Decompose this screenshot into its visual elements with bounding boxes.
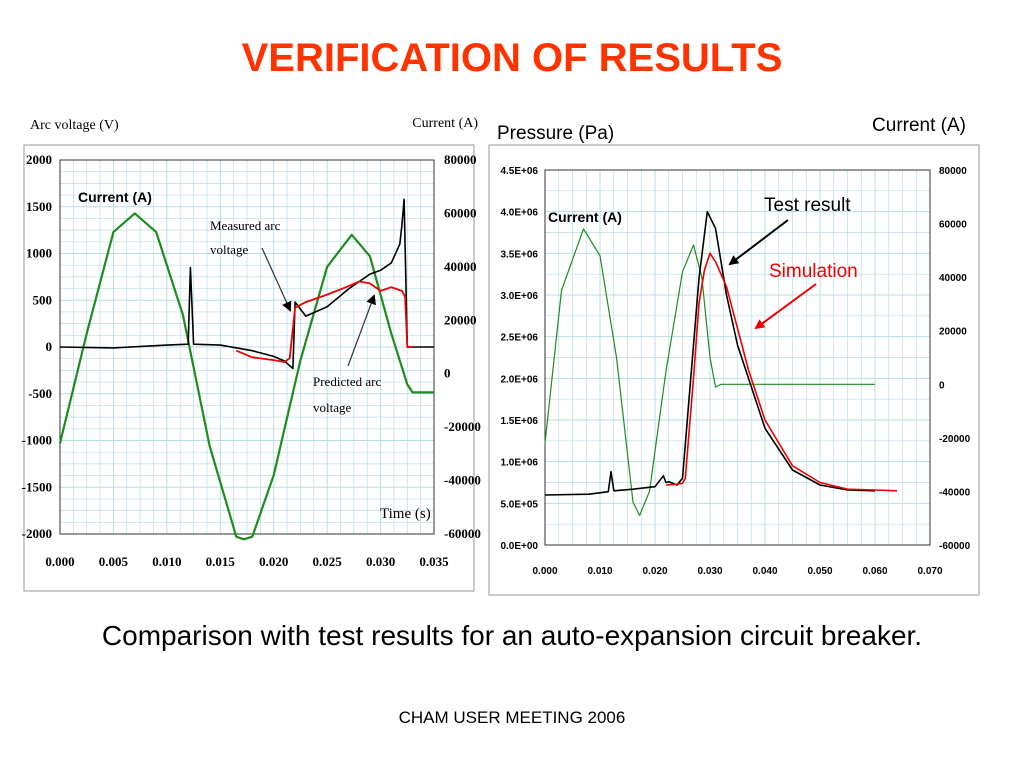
y2-tick-label: -20000 (444, 419, 481, 434)
series-line-test-result (544, 210, 876, 496)
series-line-measured-arc-voltage (59, 198, 434, 370)
left-xlabel: Time (s) (380, 506, 431, 522)
x-tick-label: 0.020 (259, 554, 288, 569)
y-tick-label: 1500 (26, 199, 52, 214)
plot-border (544, 169, 931, 546)
y-tick-label: 2.0E+06 (500, 374, 538, 385)
right-arrow-test (728, 219, 789, 266)
left-annotation-measured-line1: Measured arc (210, 218, 281, 233)
x-tick-label: 0.000 (532, 566, 557, 577)
left-annotation-measured-line2: voltage (210, 242, 248, 257)
right-inner-label: Current (A) (548, 209, 622, 225)
y2-tick-label: -20000 (939, 434, 971, 445)
y-tick-label: 4.0E+06 (500, 208, 538, 219)
x-tick-label: 0.070 (917, 566, 942, 577)
y-tick-label: 500 (33, 292, 53, 307)
y2-tick-label: 20000 (444, 312, 477, 327)
right-arrow-simulation (754, 283, 817, 330)
left-inner-label: Current (A) (78, 189, 152, 205)
left-y2label: Current (A) (412, 116, 478, 131)
y-tick-label: -2000 (22, 526, 52, 541)
right-grid (544, 169, 931, 546)
y2-tick-label: 40000 (939, 273, 967, 284)
x-tick-label: 0.000 (45, 554, 74, 569)
y2-tick-label: 80000 (939, 166, 967, 177)
y2-tick-label: -40000 (444, 473, 481, 488)
x-tick-label: 0.030 (697, 566, 722, 577)
x-tick-label: 0.010 (152, 554, 181, 569)
right-ylabel: Pressure (Pa) (497, 123, 614, 144)
series-line-current (544, 228, 875, 517)
x-tick-label: 0.020 (642, 566, 667, 577)
y-tick-label: 1.0E+06 (500, 458, 538, 469)
y-tick-label: 5.0E+05 (500, 499, 538, 510)
slide-caption: Comparison with test results for an auto… (101, 620, 923, 651)
left-arrow-predicted (347, 294, 376, 367)
y2-tick-label: 0 (939, 380, 945, 391)
left-arrow-measured (261, 247, 292, 312)
left-annotation-predicted-line1: Predicted arc (313, 374, 381, 389)
left-chart-frame (23, 144, 475, 592)
x-tick-label: 0.040 (752, 566, 777, 577)
x-tick-label: 0.005 (99, 554, 129, 569)
y-tick-label: 1000 (26, 246, 52, 261)
y2-tick-label: -60000 (444, 526, 481, 541)
y2-tick-label: 40000 (444, 259, 477, 274)
y2-tick-label: -60000 (939, 541, 971, 552)
series-line-simulation (665, 252, 898, 492)
y-tick-label: 3.5E+06 (500, 249, 538, 260)
left-ylabel: Arc voltage (V) (30, 118, 119, 133)
slide-footer: CHAM USER MEETING 2006 (398, 708, 626, 727)
left-series (58, 198, 434, 541)
y-tick-label: -500 (28, 386, 52, 401)
right-ticks: 0.000 0.010 0.020 0.030 0.040 0.050 0.060 0.070… (500, 166, 970, 577)
right-annotation-test: Test result (764, 195, 851, 216)
y2-tick-label: 60000 (444, 205, 477, 220)
y-tick-label: -1500 (22, 479, 52, 494)
y2-tick-label: 0 (444, 366, 451, 381)
right-chart-frame (488, 144, 980, 596)
x-tick-label: 0.015 (206, 554, 236, 569)
x-tick-label: 0.010 (587, 566, 612, 577)
y2-tick-label: -40000 (939, 487, 971, 498)
x-tick-label: 0.035 (419, 554, 449, 569)
left-ticks: 0.000 0.005 0.010 0.015 0.020 0.025 0.030 0.035… (22, 152, 481, 569)
charts-canvas: Arc voltage (V) Current (A) 0.000 0.005 0.… (22, 115, 980, 596)
right-series (544, 210, 898, 517)
right-annotation-simulation: Simulation (769, 261, 858, 282)
x-tick-label: 0.050 (807, 566, 832, 577)
y2-tick-label: 20000 (939, 327, 967, 338)
series-line-current (58, 212, 434, 541)
y-tick-label: 2000 (26, 152, 52, 167)
y-tick-label: 0.0E+00 (500, 541, 538, 552)
x-tick-label: 0.025 (313, 554, 343, 569)
y-tick-label: 3.0E+06 (500, 291, 538, 302)
slide-title: VERIFICATION OF RESULTS (241, 36, 783, 80)
y2-tick-label: 80000 (444, 152, 477, 167)
y-tick-label: -1000 (22, 433, 52, 448)
y2-tick-label: 60000 (939, 220, 967, 231)
y-tick-label: 4.5E+06 (500, 166, 538, 177)
x-tick-label: 0.060 (862, 566, 887, 577)
y-tick-label: 1.5E+06 (500, 416, 538, 427)
left-annotation-predicted-line2: voltage (313, 400, 351, 415)
x-tick-label: 0.030 (366, 554, 395, 569)
series-line-predicted-arc-voltage (235, 280, 413, 363)
y-tick-label: 0 (46, 339, 53, 354)
y-tick-label: 2.5E+06 (500, 333, 538, 344)
right-y2label: Current (A) (872, 115, 966, 136)
